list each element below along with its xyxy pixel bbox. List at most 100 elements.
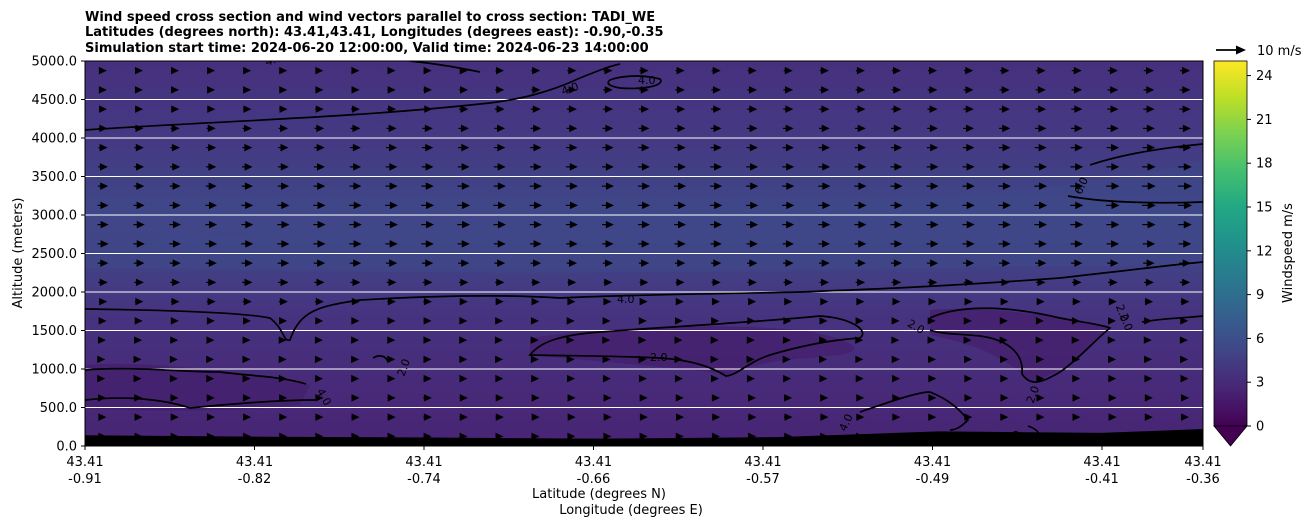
- wind-arrow: [1034, 220, 1048, 229]
- wind-arrow-head: [495, 66, 504, 75]
- wind-arrow: [314, 124, 325, 133]
- wind-arrow: [494, 259, 506, 267]
- contour-line: [528, 315, 864, 377]
- wind-arrow: [97, 374, 106, 383]
- wind-arrow-head: [98, 86, 107, 94]
- colorbar-extend-triangle: [1213, 425, 1248, 447]
- wind-arrow: [1107, 66, 1118, 75]
- wind-arrow-head: [858, 201, 867, 210]
- wind-arrow: [746, 143, 758, 152]
- wind-arrow-head: [1111, 163, 1120, 171]
- wind-arrow-head: [1143, 336, 1152, 344]
- wind-arrow-head: [605, 143, 614, 152]
- wind-arrow-head: [387, 336, 396, 344]
- wind-arrow-head: [1039, 182, 1048, 190]
- wind-arrow-head: [315, 374, 324, 383]
- wind-arrow: [170, 394, 179, 402]
- chart-title-line-2: Latitudes (degrees north): 43.41,43.41, …: [85, 25, 664, 40]
- wind-arrow: [1108, 297, 1117, 306]
- x-tick-label-lon: -0.74: [407, 472, 441, 487]
- wind-arrow: [565, 163, 578, 171]
- wind-arrow: [565, 201, 578, 210]
- wind-arrow-head: [964, 413, 973, 421]
- wind-arrow: [638, 240, 650, 248]
- wind-arrow-head: [858, 163, 867, 171]
- wind-arrow: [675, 278, 685, 287]
- wind-arrow-head: [605, 240, 614, 248]
- x-tick-label-lat: 43.41: [66, 455, 103, 470]
- wind-arrow: [964, 297, 973, 306]
- wind-arrow-head: [460, 86, 469, 94]
- wind-arrow-head: [387, 317, 396, 325]
- wind-arrow: [349, 259, 362, 267]
- wind-arrow: [892, 394, 901, 402]
- wind-arrow-head: [640, 66, 649, 75]
- wind-arrow: [855, 278, 866, 287]
- wind-arrow: [1034, 143, 1047, 152]
- quiver-key-arrowhead: [1236, 45, 1246, 55]
- wind-arrow-head: [533, 220, 542, 229]
- wind-arrow: [457, 163, 470, 171]
- wind-arrow: [1071, 355, 1080, 364]
- wind-arrow: [602, 317, 611, 325]
- wind-arrow-head: [353, 182, 362, 190]
- wind-arrow-head: [929, 124, 938, 133]
- wind-arrow: [603, 66, 613, 75]
- wind-arrow: [603, 394, 612, 402]
- wind-arrow: [315, 413, 324, 421]
- wind-arrow: [133, 240, 145, 248]
- wind-arrow-head: [97, 336, 106, 344]
- wind-arrow: [458, 278, 469, 287]
- wind-arrow: [206, 297, 216, 306]
- wind-arrow-head: [314, 336, 323, 344]
- wind-arrow-head: [1002, 143, 1011, 152]
- wind-arrow-head: [966, 220, 975, 229]
- wind-arrow: [784, 413, 793, 421]
- wind-arrow-head: [459, 355, 468, 364]
- wind-arrow-head: [641, 124, 650, 133]
- wind-arrow-head: [1074, 143, 1083, 152]
- wind-arrow-head: [929, 86, 938, 94]
- wind-arrow: [98, 124, 108, 133]
- x-tick-label-lon: -0.66: [577, 472, 611, 487]
- wind-arrow-head: [423, 317, 432, 325]
- wind-arrow-head: [1075, 163, 1084, 171]
- wind-arrow-head: [497, 259, 506, 267]
- wind-arrow-head: [425, 143, 434, 152]
- wind-arrow: [964, 355, 973, 364]
- wind-arrow: [171, 105, 180, 113]
- wind-arrow-head: [822, 182, 831, 190]
- contour-label: 2.0: [650, 351, 668, 364]
- wind-arrow: [711, 105, 722, 113]
- wind-arrow: [1035, 86, 1046, 94]
- wind-arrow: [638, 124, 650, 133]
- wind-arrow-head: [964, 355, 973, 364]
- wind-arrow-head: [1147, 201, 1156, 210]
- wind-arrow-head: [641, 220, 650, 229]
- wind-arrow: [1071, 105, 1083, 113]
- wind-arrow: [601, 201, 614, 210]
- wind-arrow: [459, 297, 468, 306]
- wind-arrow-head: [638, 336, 647, 344]
- wind-arrow-head: [822, 163, 831, 171]
- y-tick-label: 3500.0: [32, 170, 78, 185]
- wind-arrow: [206, 394, 215, 402]
- wind-arrow: [1144, 297, 1154, 306]
- wind-arrow-head: [459, 374, 468, 383]
- wind-arrow: [1144, 413, 1153, 421]
- wind-arrow: [674, 124, 686, 133]
- wind-arrow: [1178, 240, 1192, 248]
- wind-arrow: [241, 220, 254, 229]
- wind-arrow-head: [1072, 374, 1081, 383]
- wind-arrow-head: [316, 163, 325, 171]
- wind-arrow-head: [531, 394, 540, 402]
- wind-arrow-head: [892, 66, 901, 75]
- wind-arrow-head: [1075, 220, 1084, 229]
- wind-arrow: [1035, 124, 1047, 133]
- wind-arrow: [423, 336, 432, 344]
- wind-arrow: [674, 374, 683, 383]
- wind-arrow: [493, 220, 506, 229]
- wind-arrow: [387, 86, 396, 94]
- wind-arrow: [242, 278, 253, 287]
- wind-arrow-head: [605, 220, 614, 229]
